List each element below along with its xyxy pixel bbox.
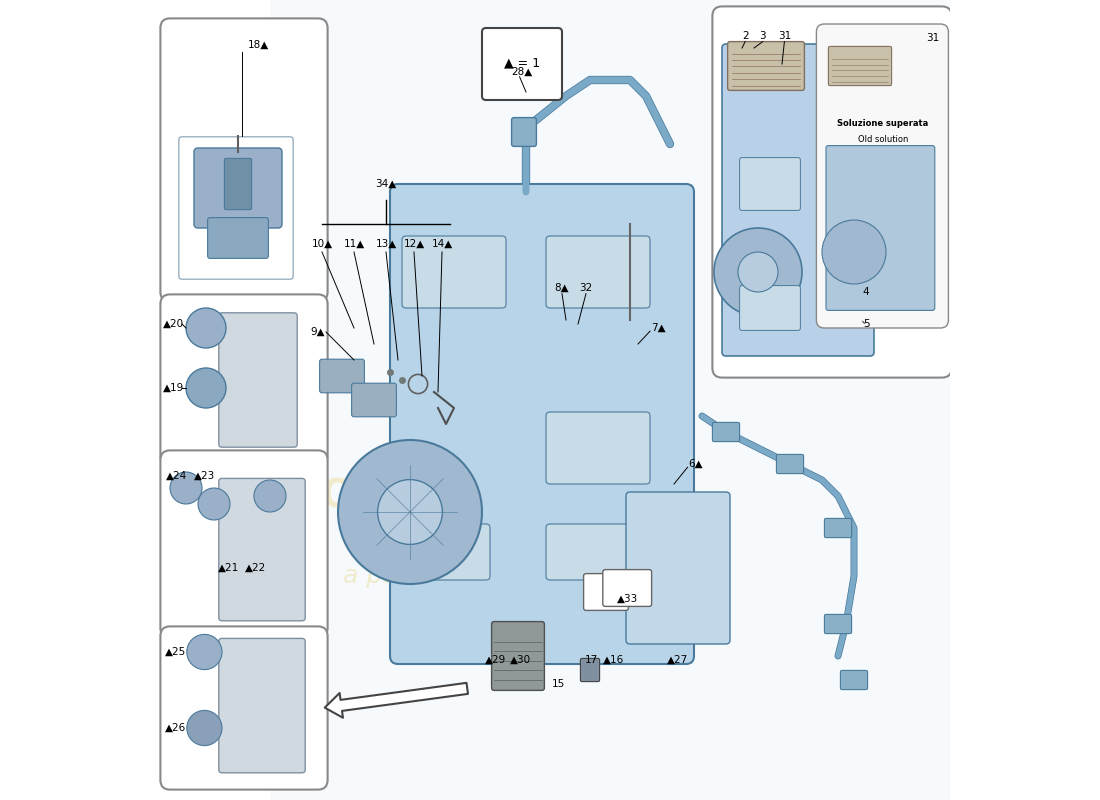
- Circle shape: [738, 252, 778, 292]
- Circle shape: [187, 634, 222, 670]
- FancyBboxPatch shape: [402, 236, 506, 308]
- FancyBboxPatch shape: [512, 118, 537, 146]
- FancyBboxPatch shape: [402, 524, 490, 580]
- Text: 28▲: 28▲: [512, 67, 532, 77]
- Text: 34▲: 34▲: [375, 179, 397, 189]
- FancyBboxPatch shape: [492, 622, 544, 690]
- FancyBboxPatch shape: [713, 6, 952, 378]
- Text: 17: 17: [585, 655, 598, 665]
- Circle shape: [198, 488, 230, 520]
- Circle shape: [187, 710, 222, 746]
- Text: ▲24: ▲24: [166, 471, 187, 481]
- FancyBboxPatch shape: [161, 450, 328, 638]
- Text: ▲ = 1: ▲ = 1: [504, 57, 540, 70]
- FancyBboxPatch shape: [722, 44, 874, 356]
- Text: 31: 31: [778, 31, 791, 41]
- FancyBboxPatch shape: [626, 492, 730, 644]
- FancyBboxPatch shape: [713, 422, 739, 442]
- FancyBboxPatch shape: [482, 28, 562, 100]
- FancyBboxPatch shape: [855, 275, 865, 305]
- Text: 8▲: 8▲: [554, 283, 570, 293]
- FancyBboxPatch shape: [161, 626, 328, 790]
- Circle shape: [822, 220, 886, 284]
- Text: 18▲: 18▲: [248, 40, 268, 50]
- Text: ▲26: ▲26: [165, 723, 186, 733]
- FancyBboxPatch shape: [824, 614, 851, 634]
- Text: EUROIMPORTAZIONI: EUROIMPORTAZIONI: [233, 477, 674, 515]
- FancyBboxPatch shape: [224, 158, 252, 210]
- FancyBboxPatch shape: [208, 218, 268, 258]
- Text: 10▲: 10▲: [311, 239, 332, 249]
- FancyBboxPatch shape: [546, 412, 650, 484]
- FancyBboxPatch shape: [161, 18, 328, 302]
- FancyBboxPatch shape: [584, 574, 628, 610]
- Text: 3: 3: [759, 31, 766, 41]
- FancyBboxPatch shape: [727, 42, 804, 90]
- Text: 12▲: 12▲: [404, 239, 425, 249]
- Text: ▲29: ▲29: [485, 655, 506, 665]
- Text: Old solution: Old solution: [858, 134, 907, 144]
- FancyBboxPatch shape: [816, 24, 948, 328]
- Text: ▲19: ▲19: [164, 383, 185, 393]
- FancyBboxPatch shape: [219, 313, 297, 447]
- Text: ▲16: ▲16: [604, 655, 625, 665]
- Polygon shape: [270, 0, 950, 800]
- FancyBboxPatch shape: [546, 236, 650, 308]
- FancyBboxPatch shape: [390, 184, 694, 664]
- FancyBboxPatch shape: [352, 383, 396, 417]
- Text: 4: 4: [862, 287, 869, 297]
- Text: ▲25: ▲25: [165, 647, 186, 657]
- FancyBboxPatch shape: [603, 570, 651, 606]
- Text: a passion for cars: a passion for cars: [343, 564, 564, 588]
- Text: Soluzione superata: Soluzione superata: [837, 119, 928, 129]
- Text: 2: 2: [741, 31, 748, 41]
- Text: ▲21: ▲21: [218, 563, 239, 573]
- FancyBboxPatch shape: [739, 158, 801, 210]
- Text: 14▲: 14▲: [431, 239, 452, 249]
- Circle shape: [186, 308, 225, 348]
- Text: 5: 5: [862, 319, 869, 329]
- Text: ▲20: ▲20: [164, 319, 185, 329]
- Text: ▲30: ▲30: [509, 655, 531, 665]
- FancyBboxPatch shape: [826, 146, 935, 310]
- Text: 9▲: 9▲: [310, 327, 326, 337]
- FancyBboxPatch shape: [828, 46, 892, 86]
- Text: 6▲: 6▲: [689, 459, 703, 469]
- Circle shape: [254, 480, 286, 512]
- FancyBboxPatch shape: [320, 359, 364, 393]
- Text: 13▲: 13▲: [375, 239, 397, 249]
- FancyBboxPatch shape: [194, 148, 282, 228]
- Circle shape: [338, 440, 482, 584]
- Circle shape: [377, 480, 442, 544]
- Text: ▲33: ▲33: [617, 594, 638, 604]
- FancyBboxPatch shape: [219, 478, 305, 621]
- FancyBboxPatch shape: [161, 294, 328, 466]
- FancyBboxPatch shape: [840, 670, 868, 690]
- FancyBboxPatch shape: [824, 518, 851, 538]
- FancyBboxPatch shape: [777, 454, 804, 474]
- Circle shape: [186, 368, 225, 408]
- Text: ▲27: ▲27: [668, 655, 689, 665]
- Text: 32: 32: [580, 283, 593, 293]
- FancyBboxPatch shape: [219, 638, 305, 773]
- Circle shape: [714, 228, 802, 316]
- Text: 11▲: 11▲: [343, 239, 364, 249]
- Text: 7▲: 7▲: [651, 323, 666, 333]
- FancyBboxPatch shape: [739, 286, 801, 330]
- FancyBboxPatch shape: [581, 658, 600, 682]
- Text: ▲22: ▲22: [245, 563, 266, 573]
- Text: 31: 31: [926, 34, 939, 43]
- Text: 15: 15: [551, 679, 564, 689]
- FancyBboxPatch shape: [546, 524, 650, 580]
- FancyArrowPatch shape: [324, 683, 468, 718]
- Circle shape: [170, 472, 202, 504]
- Text: ▲23: ▲23: [194, 471, 214, 481]
